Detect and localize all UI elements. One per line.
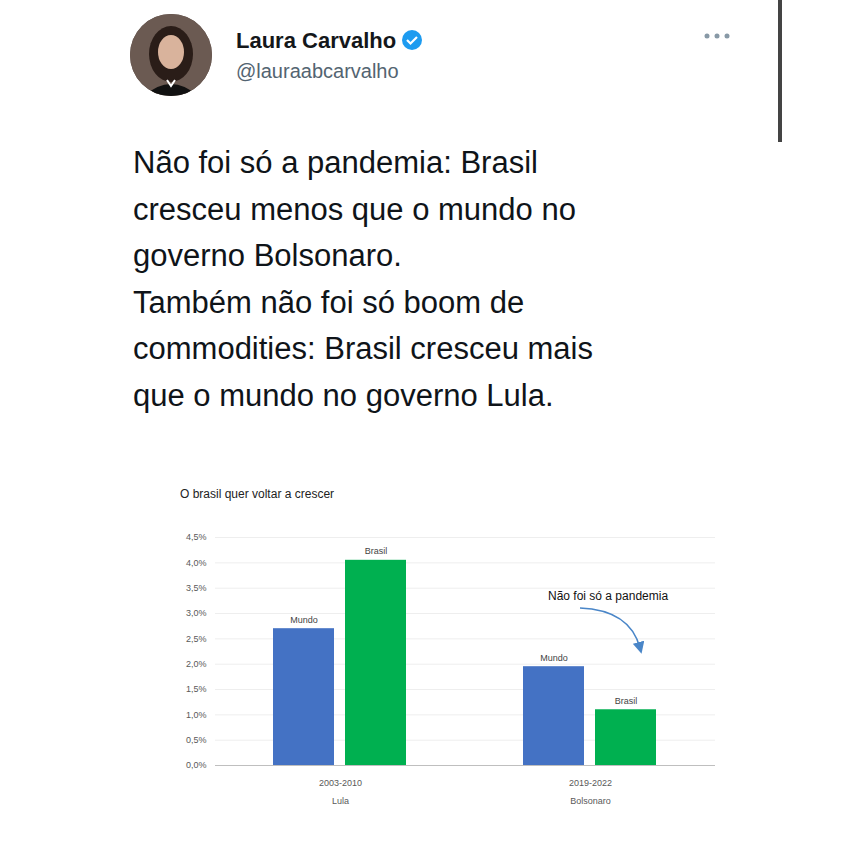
svg-text:1,0%: 1,0% — [186, 710, 207, 720]
svg-text:2003-2010Lula: 2003-2010Lula — [319, 778, 362, 806]
html-text:que o mundo no governo Lula.: que o mundo no governo Lula. — [133, 377, 554, 413]
svg-text:3,0%: 3,0% — [186, 608, 207, 618]
svg-text:3,5%: 3,5% — [186, 583, 207, 593]
html-text:governo Bolsonaro.: governo Bolsonaro. — [133, 238, 402, 273]
svg-text:4,5%: 4,5% — [186, 532, 207, 542]
html-text:@lauraabcarvalho: @lauraabcarvalho — [236, 60, 399, 82]
html-text:Não foi só a pandemia: Brasil: Não foi só a pandemia: Brasil — [133, 145, 538, 180]
svg-text:Mundo: Mundo — [540, 653, 568, 663]
html-text:Não foi só a pandemia: Não foi só a pandemia — [548, 589, 669, 603]
svg-text:Mundo: Mundo — [290, 615, 318, 625]
svg-text:Brasil: Brasil — [365, 546, 388, 556]
svg-text:4,0%: 4,0% — [186, 558, 207, 568]
html-text:O brasil quer voltar a crescer: O brasil quer voltar a crescer — [180, 487, 335, 501]
svg-text:2019-2022Bolsonaro: 2019-2022Bolsonaro — [569, 778, 612, 806]
svg-text:0,5%: 0,5% — [186, 735, 207, 745]
svg-text:1,5%: 1,5% — [186, 684, 207, 694]
svg-text:Brasil: Brasil — [615, 696, 638, 706]
svg-text:2,0%: 2,0% — [186, 659, 207, 669]
html-text:cresceu menos que o mundo no: cresceu menos que o mundo no — [133, 191, 576, 227]
svg-text:0,0%: 0,0% — [186, 760, 207, 770]
svg-text:2,5%: 2,5% — [186, 634, 207, 644]
html-text:commodities: Brasil cresceu ma: commodities: Brasil cresceu mais — [133, 331, 593, 366]
html-text:Laura Carvalho: Laura Carvalho — [236, 28, 397, 53]
html-text:Também não foi só boom de: Também não foi só boom de — [133, 284, 525, 320]
